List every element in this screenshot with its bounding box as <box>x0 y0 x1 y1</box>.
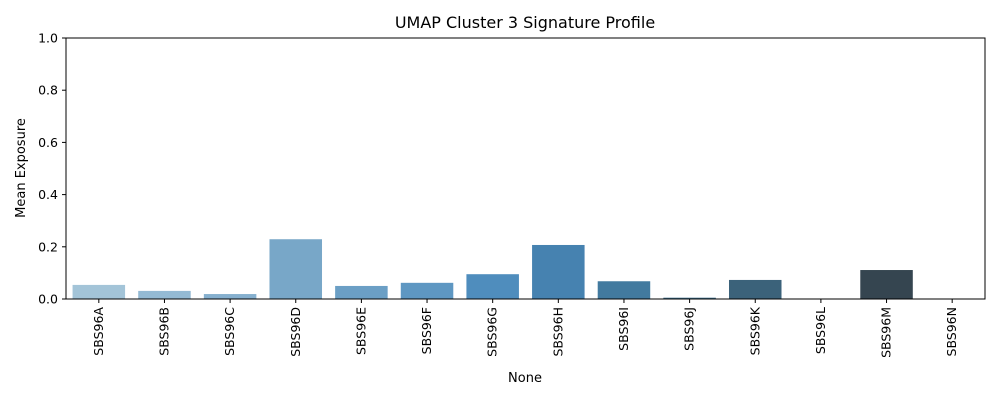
x-tick-label: SBS96G <box>485 307 500 357</box>
x-tick-label: SBS96A <box>91 307 106 356</box>
x-tick-label: SBS96B <box>156 307 171 356</box>
bar-sbs96a <box>72 284 126 299</box>
y-tick-label: 0.8 <box>38 83 58 98</box>
x-tick-label: SBS96N <box>944 307 959 356</box>
x-axis-label: None <box>508 371 542 386</box>
x-tick-label: SBS96I <box>616 307 631 351</box>
x-tick-label: SBS96E <box>353 307 368 355</box>
bar-sbs96b <box>138 290 191 299</box>
bar-sbs96f <box>400 282 454 299</box>
x-tick-label: SBS96C <box>222 307 237 356</box>
x-tick-label: SBS96D <box>288 307 303 357</box>
x-tick-label: SBS96F <box>419 307 434 354</box>
y-tick-label: 1.0 <box>38 31 58 46</box>
x-tick-label: SBS96L <box>813 307 828 354</box>
y-tick-label: 0.4 <box>38 187 58 202</box>
x-tick-label: SBS96M <box>879 307 894 358</box>
x-axis-ticks: SBS96A SBS96B SBS96C SBS96D SBS96E SBS96F SBS9… <box>91 299 959 358</box>
y-axis-label: Mean Exposure <box>14 118 29 218</box>
y-tick-label: 0.0 <box>38 292 58 307</box>
bar-sbs96i <box>597 281 651 299</box>
bars-group <box>72 239 913 299</box>
y-tick-label: 0.6 <box>38 135 58 150</box>
bar-sbs96g <box>466 274 519 299</box>
x-tick-label: SBS96H <box>550 307 565 357</box>
x-tick-label: SBS96K <box>747 306 762 355</box>
chart-title: UMAP Cluster 3 Signature Profile <box>395 13 655 32</box>
bar-sbs96m <box>860 270 913 299</box>
x-tick-label: SBS96J <box>682 307 697 351</box>
bar-sbs96d <box>269 239 323 299</box>
bar-sbs96k <box>728 279 782 299</box>
bar-sbs96e <box>335 285 388 299</box>
bar-sbs96c <box>203 294 257 299</box>
bar-sbs96j <box>663 297 716 299</box>
bar-sbs96h <box>532 244 585 299</box>
y-tick-label: 0.2 <box>38 239 58 254</box>
y-axis-ticks: 0.0 0.2 0.4 0.6 0.8 1.0 <box>38 31 66 307</box>
plot-frame <box>65 37 986 300</box>
